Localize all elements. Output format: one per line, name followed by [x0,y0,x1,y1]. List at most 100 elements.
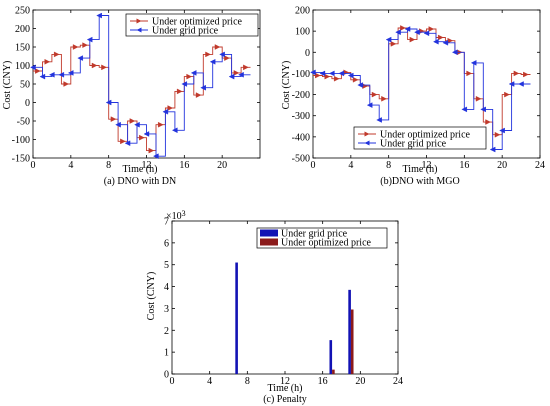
data-point [461,106,468,113]
data-point [228,73,235,80]
plot-area: 0 4 8 12 16 20 24 -500 -400 -300 -200 -100 0 100 200 [292,6,545,172]
data-point [224,55,230,61]
y-tick-label: -400 [292,132,310,143]
x-tick-label: 4 [68,160,73,171]
data-point [30,64,36,71]
data-point [181,81,188,87]
series-line [313,27,531,136]
x-tick-label: 0 [311,160,316,171]
data-point [338,70,345,77]
exponent-label: ×103 [166,209,186,222]
data-point [96,12,102,19]
x-tick-label: 16 [179,160,189,171]
legend-label: Under grid price [380,139,447,150]
data-point [470,60,477,66]
y-tick-label: 250 [15,6,30,17]
data-point [167,105,174,111]
data-point [48,71,55,78]
exponent-base: ×10 [166,211,182,222]
data-point [190,70,197,76]
legend-marker [364,131,370,137]
data-point [442,39,449,46]
data-point [494,131,501,138]
data-point [518,81,524,87]
data-point [423,30,430,37]
series-line [33,44,251,152]
data-point [72,44,79,50]
y-tick-label: 4 [164,282,169,293]
y-tick-label: 100 [295,27,310,38]
data-point [499,127,505,134]
y-tick-label: 200 [295,6,310,17]
x-tick-label: 0 [31,160,36,171]
data-point [205,51,211,58]
data-point [219,51,225,58]
data-point [86,36,93,43]
chart-panel-dno-dn: 0 4 8 12 16 20 -150 -100 -50 0 50 100 150 200 250 Unde… [2,6,261,187]
data-point [381,95,387,102]
data-point [414,29,420,36]
y-tick-label: 3 [164,304,169,315]
data-point [451,49,458,56]
x-tick-label: 24 [393,376,403,387]
y-tick-label: -200 [292,90,310,101]
data-point [390,41,397,47]
x-tick-label: 8 [106,160,111,171]
data-point [328,70,335,77]
data-point [357,82,363,88]
data-point [475,95,482,102]
y-tick-label: 0 [25,98,30,109]
data-point [67,70,74,76]
data-point [362,83,368,89]
data-point [371,91,378,98]
y-tick-label: -100 [292,69,310,80]
x-tick-label: 16 [459,160,469,171]
data-point [466,70,473,77]
x-tick-label: 8 [386,160,391,171]
panel-caption: (c) Penalty [263,394,307,405]
data-point [404,26,411,32]
bar [332,369,335,374]
x-tick-label: 12 [422,160,432,171]
data-point [82,42,88,48]
data-point [124,140,131,147]
data-point [200,84,206,91]
data-point [39,73,46,80]
data-point [419,28,425,34]
data-point [134,121,140,128]
legend-swatch [260,238,278,246]
x-tick-label: 4 [348,160,353,171]
legend-box [125,13,259,37]
y-tick-label: 0 [164,370,169,381]
plot-area: 0 4 8 12 16 20 -150 -100 -50 0 50 100 150 200 250 [12,6,261,171]
data-point [485,119,491,125]
y-tick-label: 100 [15,61,30,72]
data-point [143,131,150,137]
data-point [53,51,60,58]
data-point [238,71,244,78]
y-tick-label: 150 [15,43,30,54]
x-axis-label: Time (h) [123,164,158,175]
exponent-power: 3 [182,209,186,218]
x-tick-label: 20 [355,376,365,387]
data-point [437,34,444,41]
data-point [58,71,65,78]
x-axis-label: Time (h) [403,164,438,175]
legend-marker [136,18,142,24]
y-axis-label: Cost (CNY) [2,61,13,110]
data-point [214,44,221,50]
series-line [33,15,251,157]
y-tick-label: 2 [164,326,169,337]
data-point [504,91,510,98]
data-point [129,118,136,124]
data-point [162,108,169,115]
data-point [233,70,240,76]
x-tick-label: 12 [142,160,152,171]
legend-label: Under optimized price [281,238,372,249]
y-axis-label: Cost (CNY) [146,272,157,321]
data-point [428,26,435,32]
data-point [333,75,340,82]
